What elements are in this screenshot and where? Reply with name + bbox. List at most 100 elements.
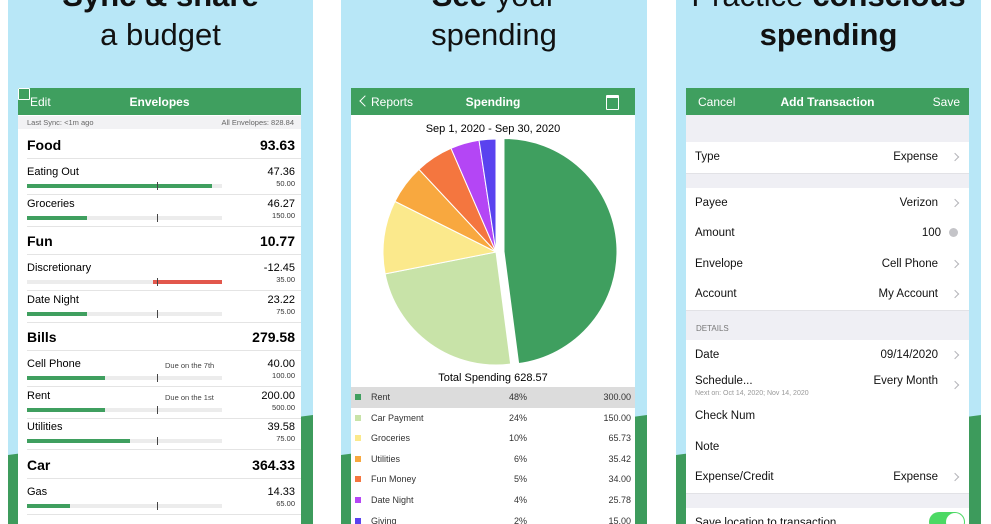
- pie-slice: [382, 200, 498, 275]
- group-name: Fun: [27, 233, 53, 249]
- budget: 75.00: [276, 306, 295, 316]
- envelope-bar: [27, 407, 105, 412]
- month-marker: [157, 437, 158, 445]
- promo-panel: Practice conscious spending Cancel Add Trans…: [676, 0, 981, 524]
- envelope-bar: [27, 376, 105, 380]
- headline: Sync & share: [8, 0, 313, 14]
- row-label: Note: [695, 440, 720, 453]
- headline-word: conscious: [812, 0, 965, 13]
- legend-percent: 5%: [513, 474, 527, 485]
- row-label: Type: [695, 151, 720, 163]
- budget: 65.00: [276, 498, 295, 508]
- legend-amount: 35.42: [608, 453, 631, 464]
- legend-row: Giving 2% 15.00: [351, 510, 635, 524]
- legend-name: Utilities: [371, 453, 401, 464]
- legend-percent: 48%: [508, 392, 527, 402]
- legend-swatch: [355, 517, 361, 524]
- legend-swatch: [355, 497, 361, 503]
- balance: 200.00: [261, 389, 295, 402]
- edit-button[interactable]: Edit: [30, 95, 51, 109]
- group-name: Car: [27, 456, 51, 473]
- separator: [27, 386, 301, 387]
- group-name: Bills: [27, 329, 57, 345]
- bar-track: [27, 376, 222, 380]
- pie-slice: [384, 251, 512, 366]
- bar-track: [27, 503, 222, 508]
- row-label: Account: [695, 288, 737, 301]
- nav-title: Spending: [465, 95, 521, 109]
- group-total: 93.63: [259, 137, 295, 153]
- row-value: Verizon: [899, 196, 938, 209]
- chevron: [950, 473, 960, 482]
- form-row[interactable]: Note: [686, 431, 969, 464]
- envelope-name: Date Night: [27, 293, 79, 306]
- form-row[interactable]: Check Num: [686, 401, 969, 433]
- separator: [27, 158, 301, 159]
- form-row[interactable]: Amount 100: [686, 218, 969, 250]
- headline: a budget: [8, 17, 313, 53]
- envelope-name: Groceries: [27, 197, 75, 210]
- clear-icon: [949, 228, 958, 238]
- pie-chart: [382, 137, 618, 366]
- balance: 46.27: [267, 197, 295, 210]
- separator: [27, 417, 301, 419]
- balance: -12.45: [263, 262, 295, 274]
- legend-swatch: [355, 476, 361, 483]
- form-row[interactable]: Type Expense: [686, 142, 969, 174]
- row-label: Check Num: [695, 410, 756, 423]
- legend-name: Rent: [371, 392, 391, 402]
- form-row[interactable]: Payee Verizon: [686, 187, 969, 220]
- legend-percent: 6%: [513, 453, 527, 464]
- pie-slice: [503, 137, 618, 365]
- row-label: Expense/Credit: [695, 471, 774, 484]
- promo-panel: Seeyour spending Reports Spending Sep 1, 202…: [341, 0, 647, 524]
- phone-screen: Reports Spending Sep 1, 2020 - Sep 30, 202…: [351, 88, 635, 524]
- group-total: 364.33: [252, 456, 295, 473]
- envelope-name: Discretionary: [27, 262, 92, 274]
- total-spending: Total Spending 628.57: [438, 372, 548, 384]
- nav-bar: Cancel Add Transaction Save: [686, 88, 969, 115]
- chevron: [950, 259, 960, 269]
- legend-amount: 300.00: [603, 392, 631, 402]
- form-row[interactable]: Date 09/14/2020: [686, 340, 969, 372]
- separator: [27, 194, 301, 195]
- legend-percent: 24%: [508, 412, 527, 423]
- all-envelopes: All Envelopes: 828.84: [221, 118, 294, 127]
- legend-row: Utilities 6% 35.42: [351, 448, 635, 471]
- month-marker: [157, 405, 158, 414]
- form-row[interactable]: Expense/Credit Expense: [686, 462, 969, 494]
- last-sync: Last Sync: <1m ago: [27, 118, 94, 127]
- row-label: Schedule...: [695, 374, 753, 387]
- headline: Seeyour: [341, 0, 647, 14]
- legend-row: Fun Money 5% 34.00: [351, 469, 635, 491]
- envelope-name: Utilities: [27, 421, 63, 433]
- cancel-button[interactable]: Cancel: [698, 95, 736, 109]
- envelope-bar: [27, 439, 130, 443]
- form-row[interactable]: Account My Account: [686, 279, 969, 311]
- separator: [27, 254, 301, 255]
- toggle[interactable]: [929, 512, 965, 524]
- due-date: Due on the 1st: [165, 392, 214, 402]
- envelope-name: Gas: [27, 485, 48, 498]
- balance: 23.22: [267, 293, 295, 306]
- row-value: Cell Phone: [881, 257, 938, 270]
- section-header: DETAILS: [696, 324, 729, 333]
- bar-track: [27, 215, 222, 220]
- legend-amount: 65.73: [608, 433, 631, 444]
- headline-word: your: [496, 0, 556, 13]
- bar-track: [27, 311, 222, 316]
- legend-amount: 25.78: [608, 495, 631, 505]
- date-range: Sep 1, 2020 - Sep 30, 2020: [425, 123, 561, 135]
- headline-word: spending: [759, 17, 898, 52]
- separator: [27, 321, 301, 323]
- form-row[interactable]: Save location to transaction: [686, 508, 969, 524]
- balance: 39.58: [267, 421, 295, 433]
- form-row[interactable]: Envelope Cell Phone: [686, 248, 969, 281]
- back-button[interactable]: Reports: [371, 95, 414, 109]
- separator: [27, 477, 301, 479]
- legend-row: Date Night 4% 25.78: [351, 490, 635, 512]
- form-row[interactable]: Schedule... Next on: Oct 14, 2020; Nov 14…: [686, 370, 969, 403]
- legend-amount: 15.00: [608, 515, 631, 524]
- due-date: Due on the 7th: [165, 361, 215, 370]
- save-button[interactable]: Save: [932, 95, 960, 109]
